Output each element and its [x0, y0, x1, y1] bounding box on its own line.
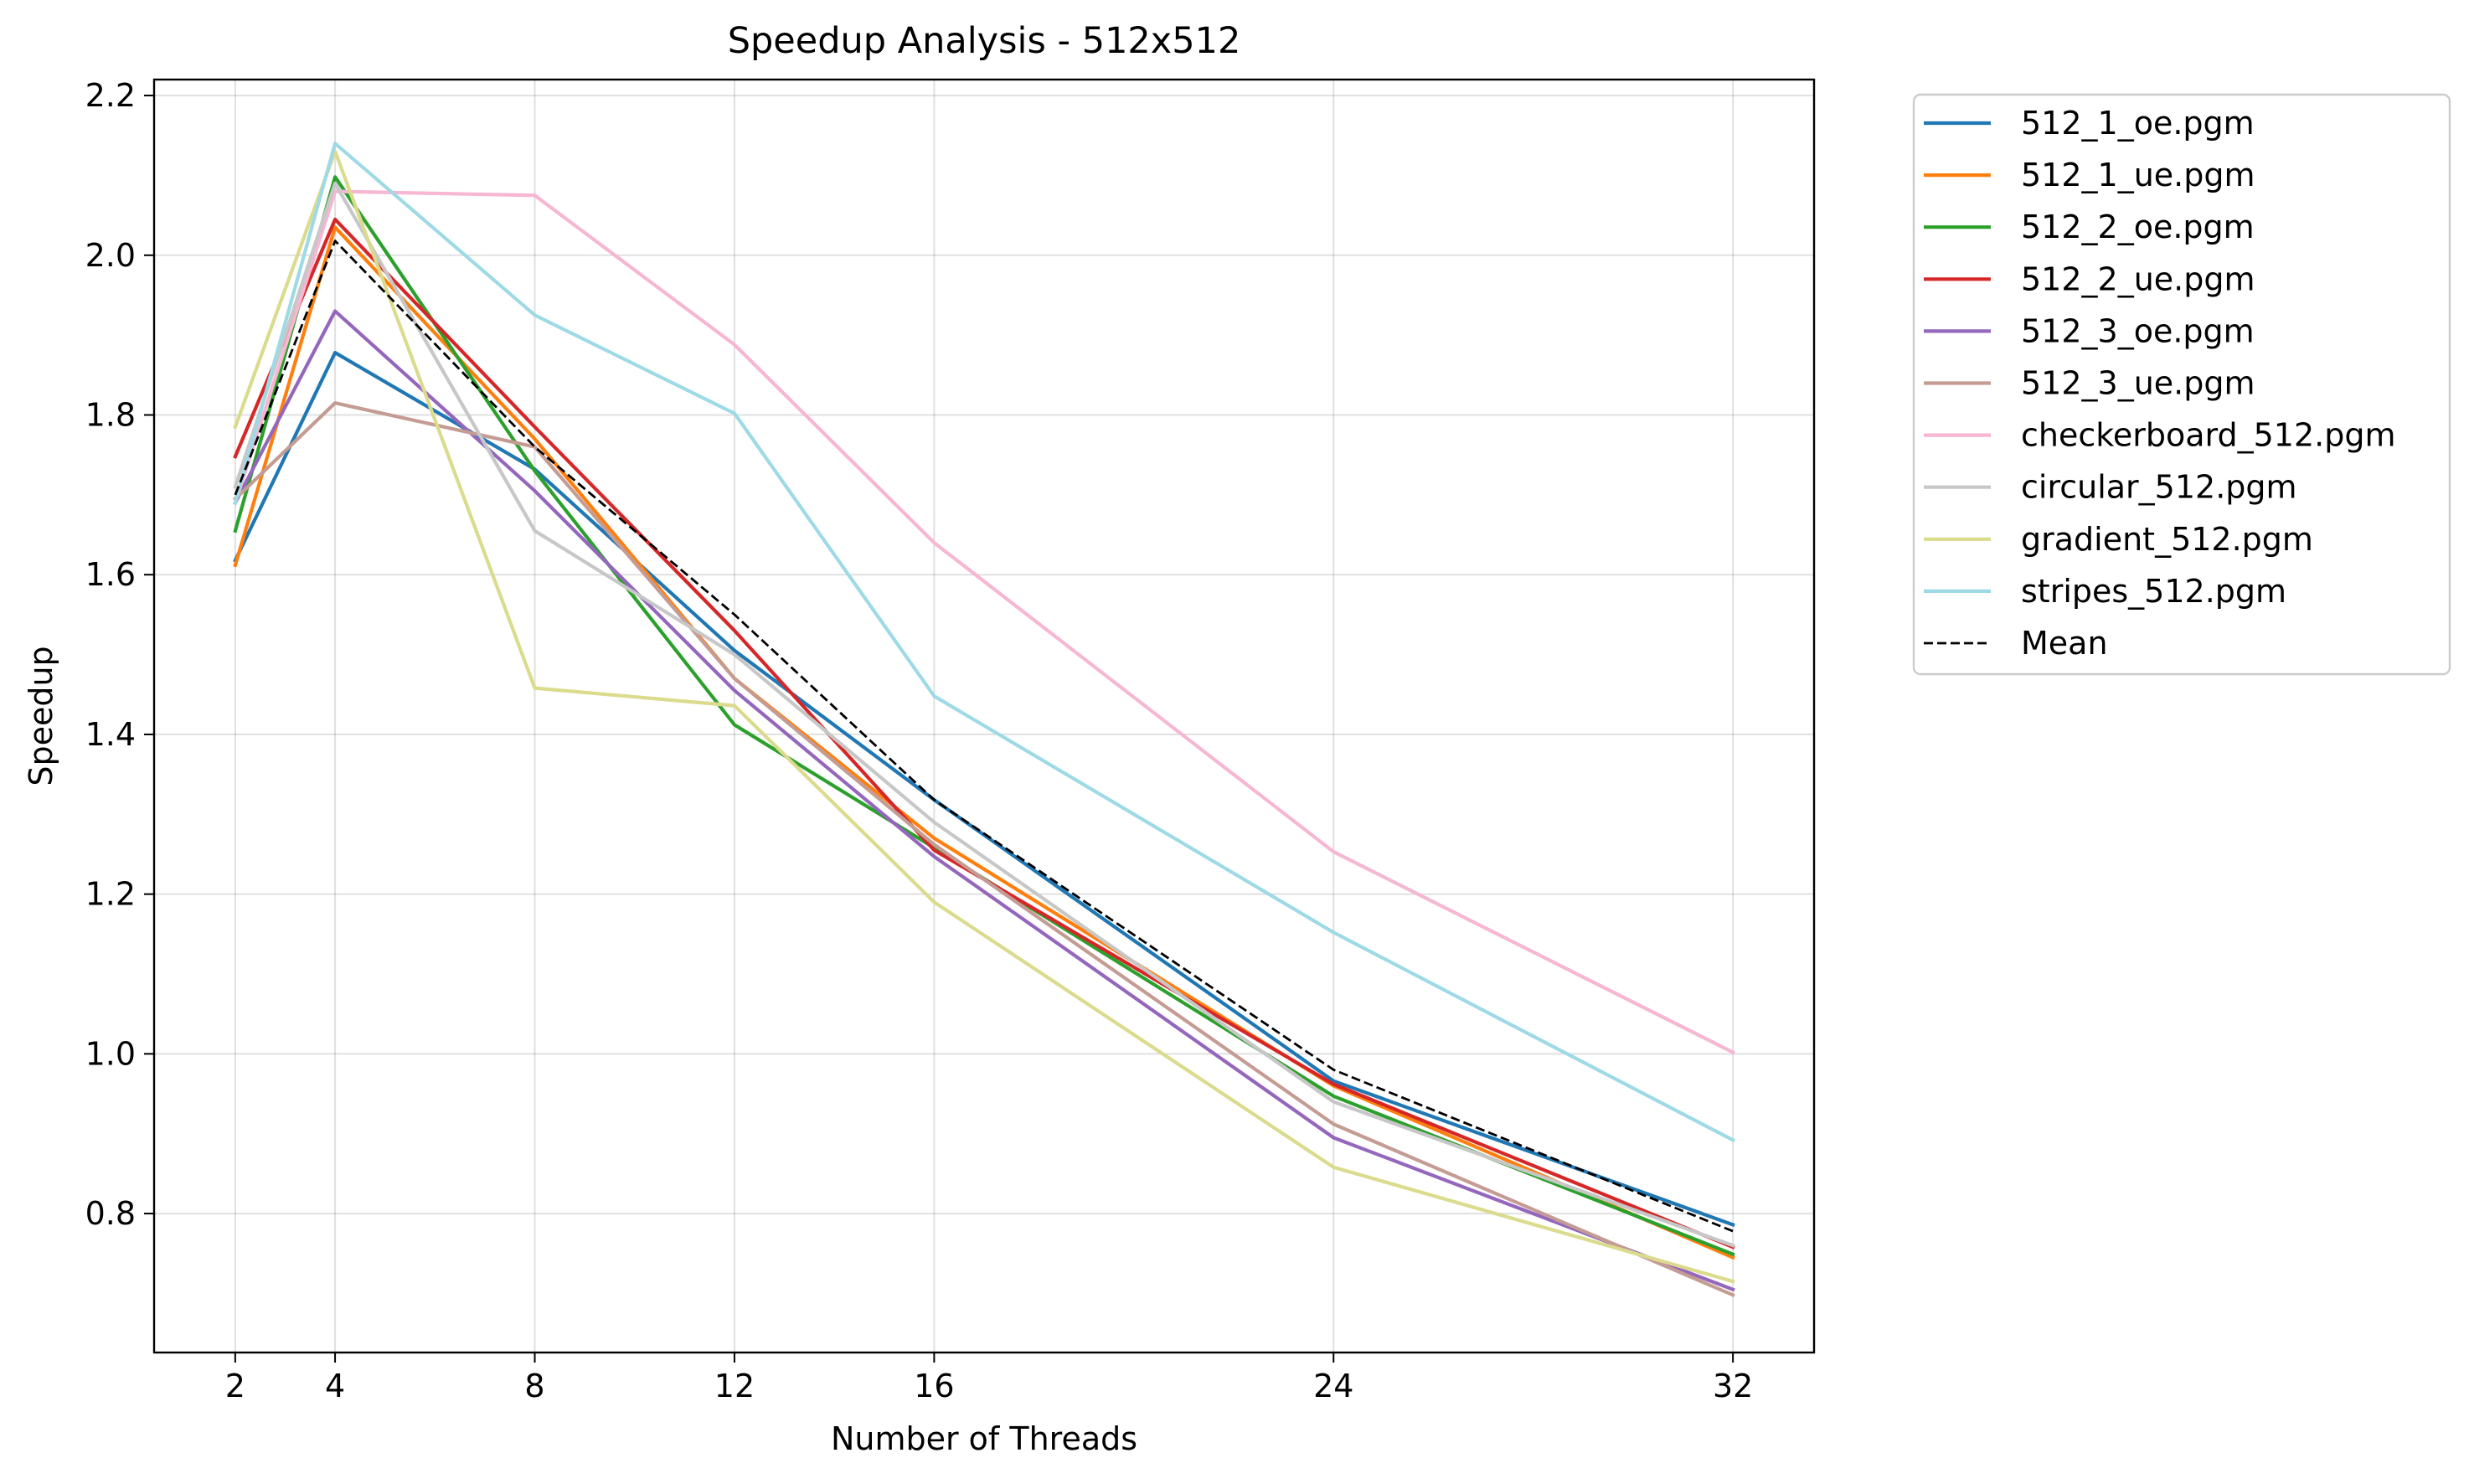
y-tick-label: 1.2 — [85, 876, 136, 913]
chart-title: Speedup Analysis - 512x512 — [728, 20, 1241, 62]
legend-box — [1912, 93, 2451, 676]
y-tick-label: 1.6 — [85, 556, 136, 593]
series-line-circular-512-pgm — [233, 181, 1735, 1248]
legend-label-stripes-512-pgm: stripes_512.pgm — [2021, 573, 2286, 610]
legend-label-512-2-oe-pgm: 512_2_oe.pgm — [2021, 209, 2255, 245]
legend: 512_1_oe.pgm 512_1_ue.pgm 512_2_oe.pgm 512_… — [1912, 93, 2451, 676]
y-tick-label: 0.8 — [85, 1195, 136, 1232]
series-line-stripes-512-pgm — [233, 142, 1735, 1143]
legend-label-circular-512-pgm: circular_512.pgm — [2021, 469, 2297, 506]
series-line-512-3-oe-pgm — [233, 309, 1735, 1292]
series-layer — [232, 142, 1735, 1298]
legend-items: 512_1_oe.pgm 512_1_ue.pgm 512_2_oe.pgm 512_… — [1924, 105, 2396, 662]
series-line-512-1-oe-pgm — [233, 351, 1735, 1228]
series-line-checkerboard-512-pgm — [233, 189, 1735, 1055]
legend-label-gradient-512-pgm: gradient_512.pgm — [2021, 521, 2313, 558]
x-tick-label: 24 — [1313, 1368, 1353, 1404]
x-axis-label: Number of Threads — [831, 1420, 1137, 1457]
legend-label-checkerboard-512-pgm: checkerboard_512.pgm — [2021, 417, 2396, 454]
series-line-mean — [234, 240, 1734, 1233]
legend-label-512-3-ue-pgm: 512_3_ue.pgm — [2021, 365, 2255, 402]
legend-label-512-1-oe-pgm: 512_1_oe.pgm — [2021, 105, 2255, 142]
x-tick-layer: 2 4 8 12 16 24 32 — [225, 1353, 1753, 1404]
x-tick-label: 32 — [1713, 1368, 1753, 1404]
x-tick-label: 12 — [714, 1368, 755, 1404]
legend-label-mean: Mean — [2021, 625, 2108, 662]
y-tick-label: 1.8 — [85, 397, 136, 434]
x-tick-label: 2 — [225, 1368, 245, 1404]
y-tick-layer: 0.8 1.0 1.2 1.4 1.6 1.8 2.0 2.2 — [85, 77, 154, 1232]
y-tick-label: 2.0 — [85, 237, 136, 274]
x-tick-label: 16 — [914, 1368, 954, 1404]
series-line-512-2-ue-pgm — [233, 217, 1735, 1250]
series-line-gradient-512-pgm — [233, 149, 1735, 1284]
legend-label-512-3-oe-pgm: 512_3_oe.pgm — [2021, 312, 2255, 349]
plot-frame — [152, 78, 1816, 1354]
grid-layer — [154, 80, 1814, 1353]
legend-label-512-1-ue-pgm: 512_1_ue.pgm — [2021, 157, 2255, 193]
series-line-512-1-ue-pgm — [233, 225, 1735, 1260]
series-line-512-3-ue-pgm — [232, 401, 1735, 1298]
x-tick-label: 4 — [325, 1368, 345, 1404]
x-tick-label: 8 — [524, 1368, 544, 1404]
y-tick-label: 1.0 — [85, 1035, 136, 1072]
y-tick-label: 2.2 — [85, 77, 136, 114]
y-axis-label: Speedup — [23, 646, 59, 786]
series-line-512-2-oe-pgm — [233, 175, 1735, 1257]
legend-label-512-2-ue-pgm: 512_2_ue.pgm — [2021, 260, 2255, 297]
y-tick-label: 1.4 — [85, 716, 136, 753]
